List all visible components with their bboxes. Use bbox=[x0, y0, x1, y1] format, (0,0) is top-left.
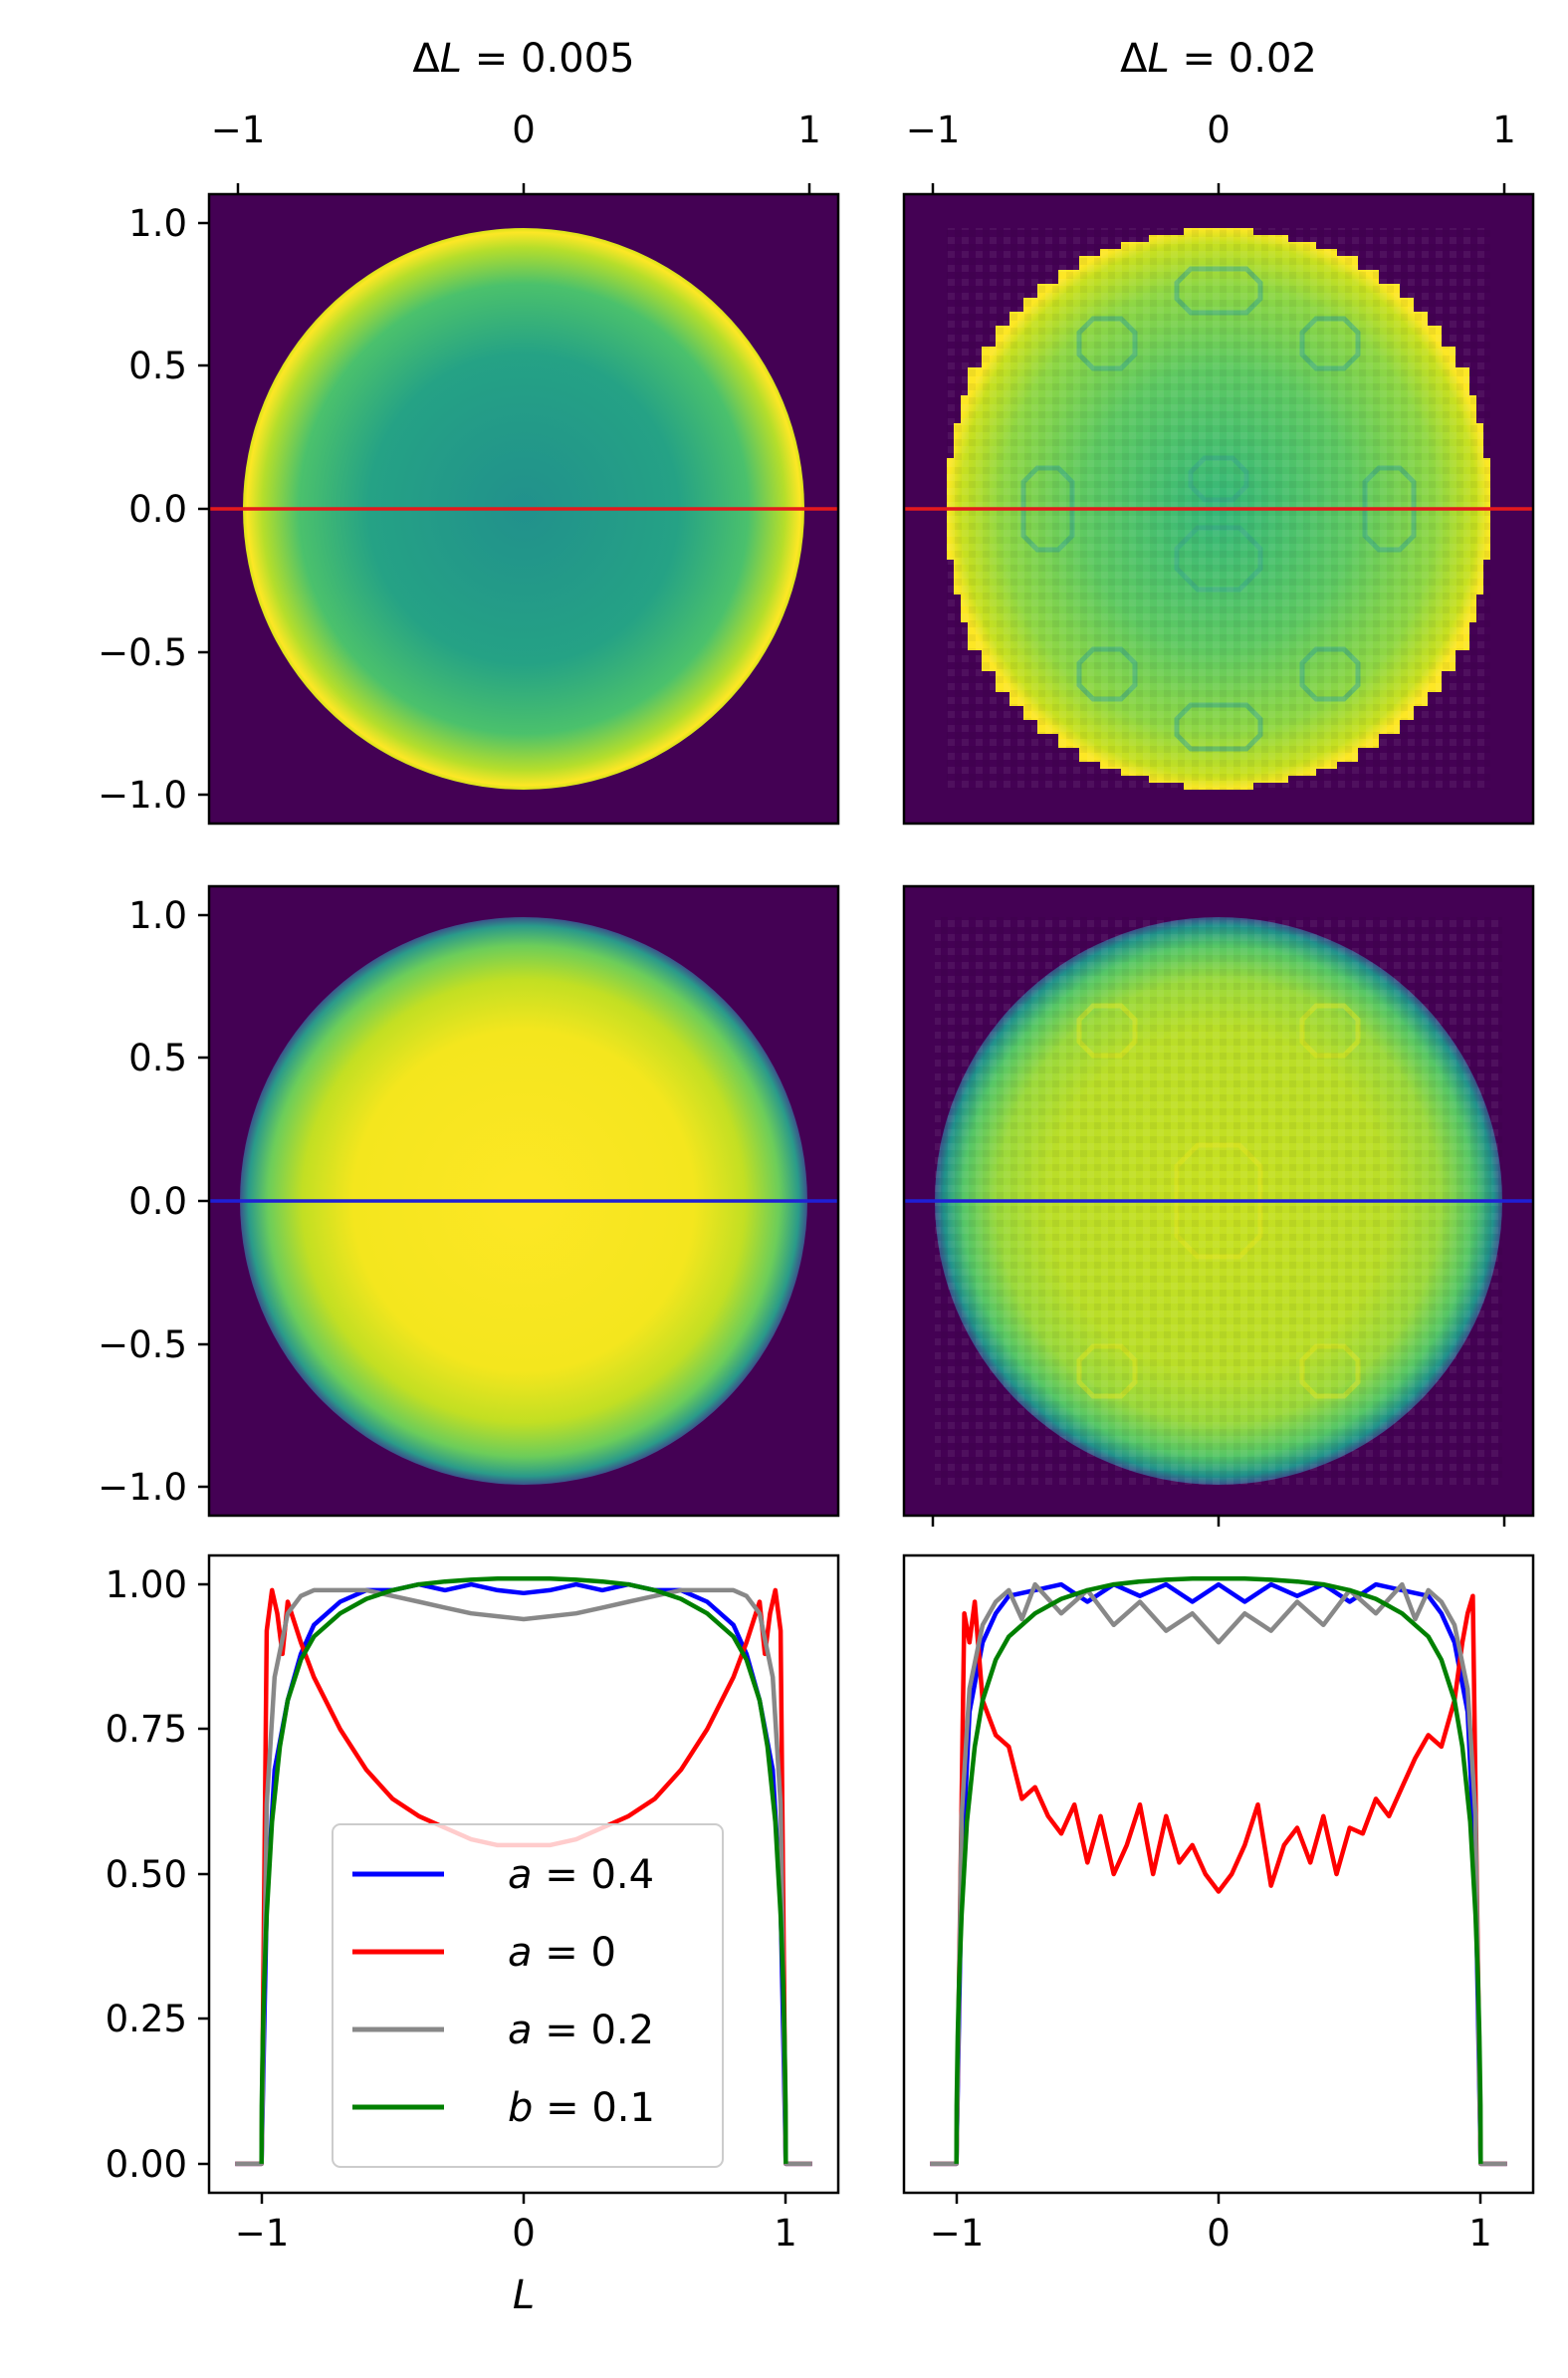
tick-label: 0.50 bbox=[106, 1853, 187, 1896]
panel-top-right: −1 0 1 bbox=[902, 109, 1535, 826]
tick-label: 0.5 bbox=[128, 1037, 187, 1079]
tick-label: 0 bbox=[512, 2212, 536, 2255]
series-line bbox=[954, 1576, 1483, 2164]
y-ticks: 1.00 0.75 0.50 0.25 0.00 bbox=[106, 1563, 209, 2186]
left-y-ticks: 1.0 0.5 0.0 −0.5 −1.0 bbox=[98, 894, 209, 1509]
tick-label: 0 bbox=[1207, 2212, 1231, 2255]
legend-label: a = 0.4 bbox=[508, 1852, 654, 1898]
tick-label: 1.0 bbox=[128, 894, 187, 937]
legend-entry: a = 0.4 bbox=[352, 1852, 654, 1898]
tick-label: −1.0 bbox=[98, 774, 187, 817]
plot-area bbox=[904, 1555, 1533, 2193]
title-right: ΔL = 0.02 bbox=[1120, 36, 1317, 82]
series-line bbox=[930, 1581, 1507, 2167]
panel-bottom-left: 1.00 0.75 0.50 0.25 0.00 −1 0 1 L a = 0.… bbox=[106, 1553, 840, 2318]
series-line bbox=[259, 1576, 788, 2164]
tick-label: −0.5 bbox=[98, 631, 187, 674]
legend-entry: a = 0 bbox=[352, 1930, 616, 1976]
bottom-x-ticks bbox=[931, 1516, 1506, 1527]
panel-middle-right bbox=[902, 884, 1535, 1527]
tick-label: 0.25 bbox=[106, 1998, 187, 2040]
x-ticks: −1 0 1 bbox=[235, 2193, 797, 2255]
series-line bbox=[930, 1593, 1507, 2167]
title-left: ΔL = 0.005 bbox=[412, 36, 634, 82]
tick-label: 0.0 bbox=[128, 1180, 187, 1223]
tick-label: 0 bbox=[1207, 109, 1231, 151]
tick-label: −0.5 bbox=[98, 1323, 187, 1366]
legend-label: a = 0.2 bbox=[508, 2008, 654, 2053]
top-x-ticks: −1 0 1 bbox=[906, 109, 1516, 194]
tick-label: −1.0 bbox=[98, 1466, 187, 1509]
tick-label: 0.5 bbox=[128, 345, 187, 387]
panel-bottom-right: −1 0 1 bbox=[902, 1553, 1535, 2255]
tick-label: −1 bbox=[930, 2212, 985, 2255]
tick-label: 0.75 bbox=[106, 1708, 187, 1751]
x-axis-label: L bbox=[513, 2272, 535, 2318]
tick-label: 0.0 bbox=[128, 488, 187, 531]
series-line bbox=[235, 1587, 812, 2167]
series-line bbox=[930, 1581, 1507, 2167]
panel-middle-left: 1.0 0.5 0.0 −0.5 −1.0 bbox=[98, 884, 840, 1518]
tick-label: 0 bbox=[512, 109, 536, 151]
tick-label: 0.00 bbox=[106, 2143, 187, 2186]
tick-label: −1 bbox=[906, 109, 961, 151]
legend: a = 0.4 a = 0 a = 0.2 b = 0.1 bbox=[332, 1823, 724, 2168]
tick-label: −1 bbox=[211, 109, 266, 151]
legend-frame bbox=[332, 1823, 724, 2168]
left-y-ticks: 1.0 0.5 0.0 −0.5 −1.0 bbox=[98, 202, 209, 817]
tick-label: −1 bbox=[235, 2212, 290, 2255]
tick-label: 1.0 bbox=[128, 202, 187, 245]
tick-label: 1 bbox=[1468, 2212, 1492, 2255]
legend-entry: a = 0.2 bbox=[352, 2008, 654, 2053]
tick-label: 1 bbox=[797, 109, 821, 151]
x-ticks: −1 0 1 bbox=[930, 2193, 1492, 2255]
panel-top-left: −1 0 1 1.0 0.5 0.0 −0.5 −1.0 bbox=[98, 109, 840, 826]
legend-label: b = 0.1 bbox=[508, 2085, 655, 2131]
legend-label: a = 0 bbox=[508, 1930, 616, 1976]
tick-label: 1.00 bbox=[106, 1563, 187, 1606]
top-x-ticks: −1 0 1 bbox=[211, 109, 821, 194]
series-lines bbox=[930, 1576, 1507, 2167]
legend-entry: b = 0.1 bbox=[352, 2085, 655, 2131]
tick-label: 1 bbox=[1492, 109, 1516, 151]
tick-label: 1 bbox=[774, 2212, 797, 2255]
